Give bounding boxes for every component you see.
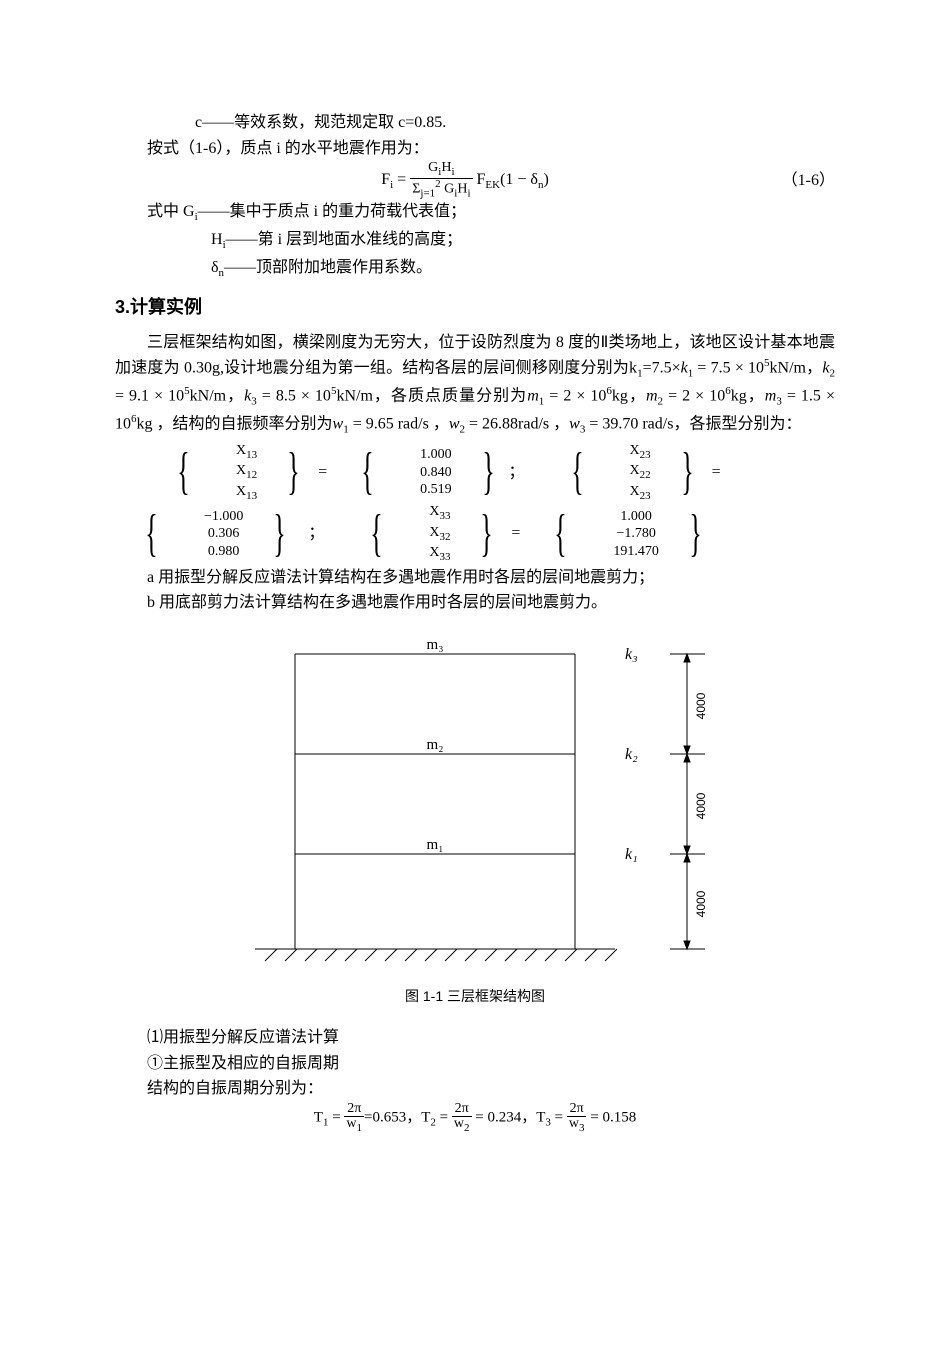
- height-2: 4000: [694, 792, 708, 819]
- calc-step-1: ⑴用振型分解反应谱法计算: [115, 1025, 835, 1051]
- mode1-labels: X13X12X13: [204, 442, 257, 504]
- mass-m3: m₃: [427, 637, 444, 653]
- eq-lhs: Fi: [381, 171, 393, 188]
- definition-Gi: 式中 Gi——集中于质点 i 的重力荷载代表值；: [115, 199, 835, 227]
- period-equations: T1 = 2πw1=0.653，T2 = 2πw2 = 0.234，T3 = 2…: [115, 1102, 835, 1134]
- problem-paragraph: 三层框架结构如图，横梁刚度为无穷大，位于设防烈度为 8 度的Ⅱ类场地上，该地区设…: [115, 330, 835, 440]
- calc-step-1-1: ①主振型及相应的自振周期: [115, 1051, 835, 1077]
- definition-Hi: Hi——第 i 层到地面水准线的高度；: [115, 227, 835, 255]
- equation-1-6: Fi = GiHiΣj=12 GiHi FEK(1 − δn) （1-6）: [115, 161, 835, 199]
- mass-m2: m₂: [427, 737, 444, 753]
- task-a: a 用振型分解反应谱法计算结构在多遇地震作用时各层的层间地震剪力；: [115, 565, 835, 591]
- mode3-labels: X33X32X33: [397, 503, 450, 565]
- figure-caption: 图 1-1 三层框架结构图: [115, 985, 835, 1007]
- mode2-values: −1.0000.3060.980: [172, 508, 243, 561]
- mode1-values: 1.0000.8400.519: [388, 446, 452, 499]
- mode3-values: 1.000−1.780191.470: [581, 508, 659, 561]
- figure-frame-structure: m₃ m₂ m₁ k₃ k₂ k₁ 4000 4000 4000: [215, 634, 735, 983]
- mode-shapes: {X13X12X13} = {1.0000.8400.519} ； {X23X2…: [115, 440, 835, 565]
- stiffness-k3: k₃: [625, 646, 638, 663]
- formula-intro: 按式（1-6），质点 i 的水平地震作用为：: [115, 136, 835, 162]
- height-1: 4000: [694, 890, 708, 917]
- definition-c: c——等效系数，规范规定取 c=0.85.: [115, 110, 835, 136]
- equation-number: （1-6）: [755, 168, 835, 194]
- mode2-labels: X23X22X23: [598, 442, 651, 504]
- calc-periods-intro: 结构的自振周期分别为：: [115, 1076, 835, 1102]
- definition-deltan: δn——顶部附加地震作用系数。: [115, 255, 835, 283]
- stiffness-k2: k₂: [625, 746, 638, 763]
- section-heading: 3.计算实例: [115, 293, 835, 322]
- stiffness-k1: k₁: [625, 846, 638, 863]
- height-3: 4000: [694, 692, 708, 719]
- mass-m1: m₁: [427, 837, 444, 853]
- task-b: b 用底部剪力法计算结构在多遇地震作用时各层的层间地震剪力。: [115, 590, 835, 616]
